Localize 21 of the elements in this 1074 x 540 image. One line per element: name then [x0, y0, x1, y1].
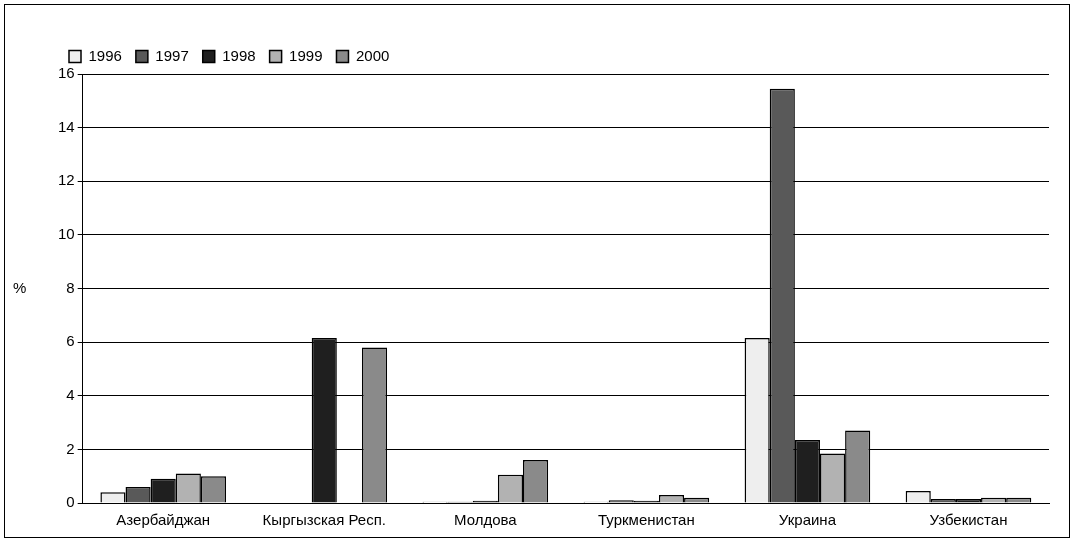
x-tick-label: Молдова: [453, 511, 518, 529]
y-tick-label: 16: [58, 64, 75, 82]
legend-label: 1996: [88, 46, 122, 64]
y-tick-label: 2: [66, 439, 75, 457]
legend-label: 2000: [355, 46, 390, 64]
legend-label: 1999: [289, 46, 323, 64]
y-tick-label: 4: [66, 385, 75, 403]
y-axis-title: %: [13, 278, 27, 296]
x-tick-label: Украина: [778, 511, 837, 529]
y-tick-label: 12: [58, 171, 75, 189]
x-tick-label: Кыргызская Респ.: [262, 511, 386, 529]
legend-label: 1998: [222, 46, 256, 64]
y-tick-label: 0: [66, 493, 75, 511]
x-tick-label: Узбекистан: [929, 511, 1008, 529]
x-tick-label: Азербайджан: [116, 511, 211, 529]
x-tick-label: Туркменистан: [598, 511, 695, 529]
y-tick-label: 10: [58, 225, 75, 243]
y-tick-label: 6: [66, 332, 75, 350]
legend-label: 1997: [155, 46, 189, 64]
y-tick-label: 14: [58, 117, 75, 135]
y-tick-label: 8: [66, 278, 75, 296]
